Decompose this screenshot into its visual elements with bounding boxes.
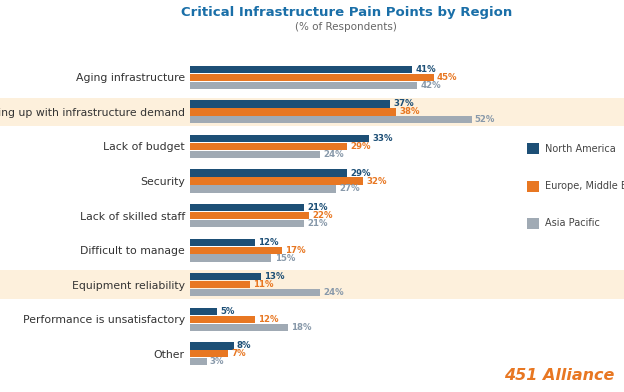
Text: 12%: 12% [258, 238, 279, 247]
Text: Asia Pacific: Asia Pacific [545, 218, 600, 229]
Bar [190, 185, 336, 192]
Text: 18%: 18% [291, 323, 311, 332]
Bar [190, 212, 310, 219]
Bar [190, 100, 391, 107]
Text: 5%: 5% [221, 307, 235, 316]
Bar [190, 108, 396, 116]
Text: 29%: 29% [351, 142, 371, 151]
Bar [190, 178, 363, 185]
Bar [0, 98, 624, 126]
Text: Europe, Middle East and Africa: Europe, Middle East and Africa [545, 181, 624, 191]
Text: 24%: 24% [323, 288, 344, 297]
Text: 13%: 13% [264, 272, 285, 281]
Text: 32%: 32% [367, 176, 387, 185]
Bar [190, 143, 347, 150]
Bar [190, 169, 347, 177]
Text: 37%: 37% [394, 100, 414, 109]
Text: 8%: 8% [237, 341, 251, 350]
Text: 12%: 12% [258, 315, 279, 324]
Text: 21%: 21% [307, 203, 328, 212]
Bar [0, 270, 624, 299]
Text: 45%: 45% [437, 73, 457, 82]
Bar [190, 358, 207, 365]
Text: 11%: 11% [253, 280, 273, 289]
Text: 15%: 15% [275, 254, 295, 263]
Text: 22%: 22% [313, 211, 333, 220]
Text: 3%: 3% [210, 357, 224, 366]
Bar [190, 350, 228, 358]
Text: 7%: 7% [232, 349, 246, 358]
Bar [190, 116, 472, 123]
Text: 38%: 38% [399, 107, 419, 116]
Text: 52%: 52% [475, 115, 495, 124]
Text: 42%: 42% [421, 81, 441, 90]
Text: North America: North America [545, 144, 615, 154]
Text: 27%: 27% [339, 185, 360, 194]
Bar [190, 281, 250, 289]
Text: 451 Alliance: 451 Alliance [504, 368, 615, 383]
Bar [190, 254, 271, 262]
Bar [190, 66, 412, 73]
Text: Critical Infrastructure Pain Points by Region: Critical Infrastructure Pain Points by R… [181, 6, 512, 19]
Text: (% of Respondents): (% of Respondents) [295, 22, 397, 32]
Bar [190, 135, 369, 142]
Bar [190, 247, 282, 254]
Bar [190, 204, 304, 211]
Bar [190, 151, 320, 158]
Bar [190, 82, 417, 89]
Bar [190, 342, 233, 350]
Text: 33%: 33% [372, 134, 392, 143]
Text: 17%: 17% [286, 246, 306, 255]
Bar [190, 316, 255, 323]
Bar [190, 220, 304, 227]
Bar [190, 308, 217, 315]
Text: 24%: 24% [323, 150, 344, 159]
Bar [190, 74, 434, 81]
Bar [190, 273, 261, 280]
Bar [190, 289, 320, 296]
Text: 29%: 29% [351, 169, 371, 178]
Bar [190, 324, 288, 331]
Text: 41%: 41% [416, 65, 436, 74]
Bar [190, 239, 255, 246]
Text: 21%: 21% [307, 219, 328, 228]
